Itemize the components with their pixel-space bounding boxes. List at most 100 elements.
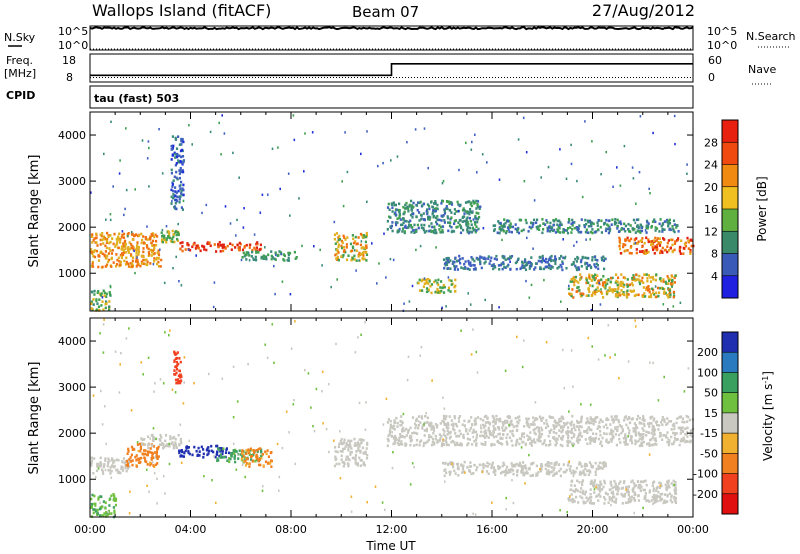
heatmap-cell (136, 256, 138, 259)
heatmap-cell (591, 231, 594, 235)
heatmap-cell (162, 475, 165, 478)
heatmap-cell (455, 424, 459, 428)
heatmap-cell (148, 450, 151, 454)
heatmap-cell (125, 463, 128, 467)
freq-series-line (90, 62, 693, 77)
heatmap-cell (436, 222, 439, 226)
heatmap-cell (409, 443, 412, 447)
heatmap-cell (518, 442, 521, 446)
heatmap-cell (362, 463, 365, 466)
heatmap-cell (679, 415, 683, 418)
heatmap-cell (439, 286, 442, 289)
heatmap-cell (618, 247, 622, 251)
heatmap-cell (648, 290, 651, 294)
heatmap-cell (672, 219, 676, 223)
heatmap-cell (459, 442, 462, 445)
heatmap-cell (651, 242, 654, 246)
heatmap-cell (482, 257, 485, 260)
heatmap-cell (561, 262, 564, 265)
heatmap-cell (615, 273, 618, 276)
heatmap-cell (591, 419, 594, 423)
heatmap-cell (346, 170, 349, 174)
heatmap-cell (405, 427, 408, 431)
heatmap-cell (112, 506, 115, 509)
heatmap-cell (564, 255, 567, 259)
heatmap-cell (151, 232, 155, 235)
heatmap-cell (530, 256, 533, 259)
heatmap-cell (423, 423, 425, 426)
heatmap-cell (400, 440, 403, 443)
heatmap-cell (605, 150, 607, 154)
heatmap-cell (175, 360, 178, 364)
heatmap-cell (171, 441, 174, 444)
heatmap-cell (668, 292, 671, 296)
heatmap-cell (418, 219, 421, 222)
heatmap-cell (484, 464, 487, 468)
heatmap-cell (579, 431, 582, 435)
heatmap-cell (224, 205, 227, 208)
heatmap-cell (176, 237, 179, 241)
heatmap-cell (390, 425, 393, 428)
heatmap-cell (463, 425, 466, 428)
heatmap-cell (175, 147, 179, 150)
heatmap-cell (93, 289, 96, 293)
heatmap-cell (562, 231, 565, 234)
heatmap-cell (348, 440, 352, 443)
heatmap-cell (130, 409, 133, 412)
heatmap-cell (420, 346, 423, 349)
heatmap-cell (540, 426, 543, 429)
heatmap-cell (632, 177, 635, 180)
heatmap-cell (374, 485, 377, 488)
heatmap-cell (453, 260, 456, 264)
heatmap-cell (403, 210, 406, 214)
heatmap-cell (428, 218, 431, 221)
heatmap-cell (599, 495, 602, 498)
heatmap-cell (143, 452, 147, 456)
heatmap-cell (274, 292, 276, 296)
heatmap-cell (433, 202, 436, 205)
heatmap-cell (176, 195, 179, 199)
heatmap-cell (502, 423, 505, 427)
heatmap-cell (654, 245, 657, 248)
heatmap-cell (602, 275, 605, 278)
heatmap-cell (585, 420, 588, 424)
heatmap-cell (99, 243, 102, 246)
heatmap-cell (255, 457, 258, 460)
heatmap-cell (123, 461, 126, 465)
heatmap-cell (555, 471, 558, 474)
heatmap-cell (137, 458, 140, 461)
heatmap-cell (111, 464, 114, 467)
heatmap-cell (510, 230, 513, 234)
heatmap-cell (618, 221, 621, 225)
heatmap-cell (352, 241, 356, 245)
heatmap-cell (577, 441, 580, 444)
heatmap-cell (397, 208, 400, 212)
heatmap-cell (389, 216, 392, 219)
heatmap-cell (115, 468, 118, 472)
heatmap-cell (600, 290, 603, 294)
heatmap-cell (544, 265, 547, 269)
colorbar-tick-label: -100 (693, 468, 718, 481)
heatmap-cell (514, 443, 517, 447)
heatmap-cell (561, 416, 564, 419)
velocity-unit-close: ] (761, 371, 775, 376)
heatmap-cell (478, 463, 481, 467)
heatmap-cell (423, 218, 426, 221)
heatmap-cell (427, 211, 429, 214)
heatmap-cell (567, 434, 570, 438)
heatmap-cell (135, 257, 138, 261)
heatmap-cell (157, 455, 160, 458)
heatmap-cell (131, 232, 134, 236)
heatmap-cell (635, 218, 638, 222)
heatmap-cell (654, 278, 657, 282)
heatmap-cell (493, 257, 496, 261)
heatmap-cell (255, 258, 258, 262)
heatmap-cell (562, 470, 565, 474)
heatmap-cell (157, 260, 160, 264)
heatmap-cell (465, 220, 468, 223)
heatmap-cell (257, 447, 260, 451)
heatmap-cell (116, 468, 119, 472)
heatmap-cell (399, 419, 402, 423)
heatmap-cell (354, 453, 358, 457)
heatmap-cell (178, 154, 181, 158)
